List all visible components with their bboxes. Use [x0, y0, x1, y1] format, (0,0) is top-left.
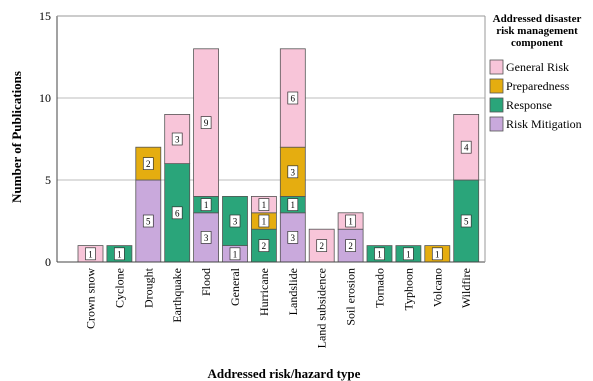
- data-label-box: [287, 165, 299, 179]
- data-label-box: [460, 140, 472, 154]
- data-label: 2: [146, 159, 151, 169]
- legend-label: General Risk: [506, 60, 569, 74]
- data-label: 3: [233, 217, 238, 227]
- data-label: 1: [204, 200, 209, 210]
- data-label-box: [229, 247, 241, 261]
- x-tick-label: Land subsidence: [315, 268, 329, 348]
- data-label-box: [374, 247, 385, 261]
- legend-title-line: component: [511, 37, 563, 49]
- data-label: 1: [117, 249, 122, 259]
- data-label: 1: [88, 249, 93, 259]
- bar-segment: [453, 114, 480, 181]
- data-label-box: [200, 198, 212, 211]
- data-label: 6: [175, 208, 180, 218]
- axes: [56, 15, 486, 263]
- data-label: 3: [291, 233, 296, 243]
- data-label-box: [316, 239, 328, 252]
- data-label: 1: [348, 217, 353, 227]
- legend-label: Response: [506, 98, 552, 112]
- data-label-box: [431, 247, 443, 261]
- legend-title-line: risk management: [496, 25, 578, 37]
- data-label-box: [258, 198, 270, 211]
- data-label-box: [200, 116, 212, 129]
- x-tick-label: Earthquake: [170, 268, 184, 323]
- data-label-box: [287, 231, 299, 244]
- data-label-box: [345, 239, 356, 252]
- data-label: 1: [406, 249, 411, 259]
- data-label-box: [142, 214, 154, 228]
- data-label-box: [258, 239, 270, 252]
- data-label: 1: [262, 200, 267, 210]
- data-label: 5: [146, 217, 151, 227]
- data-label: 2: [319, 241, 324, 251]
- data-label: 4: [464, 143, 469, 153]
- x-axis-title: Addressed risk/hazard type: [208, 366, 361, 381]
- bar-segment: [164, 114, 191, 165]
- y-tick-label: 0: [45, 255, 51, 269]
- bars: 1 1 5 2 6 3 3 1 9 1 3 2 1 1 3 1 3 6 2 2 1 1 1 1 5 4: [77, 48, 480, 263]
- data-label-box: [142, 157, 154, 170]
- data-label-box: [403, 247, 414, 261]
- legend-label: Preparedness: [506, 79, 570, 93]
- data-label-box: [229, 214, 241, 228]
- y-axis-title: Number of Publications: [9, 71, 24, 203]
- y-tick-label: 15: [39, 9, 51, 23]
- legend-swatch: [489, 116, 504, 132]
- data-label-box: [287, 198, 299, 211]
- gridlines: [57, 15, 485, 181]
- legend-swatch: [489, 59, 504, 75]
- data-label: 9: [204, 118, 209, 128]
- data-label: 3: [291, 167, 296, 177]
- legend-label: Risk Mitigation: [506, 117, 582, 131]
- data-label: 3: [204, 233, 209, 243]
- data-label-box: [287, 91, 299, 105]
- data-label: 1: [262, 217, 267, 227]
- x-tick-label: Hurricane: [257, 268, 271, 316]
- data-label-box: [460, 214, 472, 228]
- x-tick-label: Flood: [199, 268, 213, 296]
- x-tick-label: Cyclone: [112, 268, 126, 308]
- data-label-box: [171, 206, 183, 220]
- x-tick-label: Soil erosion: [344, 268, 358, 326]
- data-label-box: [258, 214, 270, 228]
- data-label-box: [85, 247, 96, 261]
- x-tick-label: Drought: [141, 267, 155, 308]
- data-label-box: [200, 231, 212, 244]
- x-tick-labels: Crown snow Cyclone Drought Earthquake Flood G…: [84, 267, 474, 348]
- legend-title-line: Addressed disaster: [493, 13, 582, 25]
- y-tick-label: 5: [45, 173, 51, 187]
- y-tick-label: 10: [39, 91, 51, 105]
- data-label: 1: [435, 249, 440, 259]
- legend-swatch: [489, 78, 504, 94]
- legend-swatch: [489, 97, 504, 113]
- data-label: 1: [233, 249, 238, 259]
- data-label-box: [114, 247, 125, 261]
- x-tick-label: Tornado: [373, 268, 387, 308]
- x-tick-label: Crown snow: [84, 268, 98, 329]
- y-tick-labels: 0 5 10 15: [39, 9, 51, 269]
- data-label: 1: [377, 249, 382, 259]
- x-tick-label: Wildfire: [459, 268, 473, 308]
- data-label: 6: [291, 94, 296, 104]
- data-label: 2: [348, 241, 353, 251]
- x-tick-label: Typhoon: [401, 268, 415, 311]
- data-label: 1: [291, 200, 296, 210]
- x-tick-label: General: [228, 267, 242, 306]
- data-label: 2: [262, 241, 267, 251]
- x-tick-label: Landslide: [286, 268, 300, 315]
- x-tick-label: Volcano: [430, 268, 444, 307]
- data-label: 5: [464, 217, 469, 227]
- data-label-box: [171, 132, 183, 146]
- data-label: 3: [175, 135, 180, 145]
- data-label-box: [345, 214, 356, 228]
